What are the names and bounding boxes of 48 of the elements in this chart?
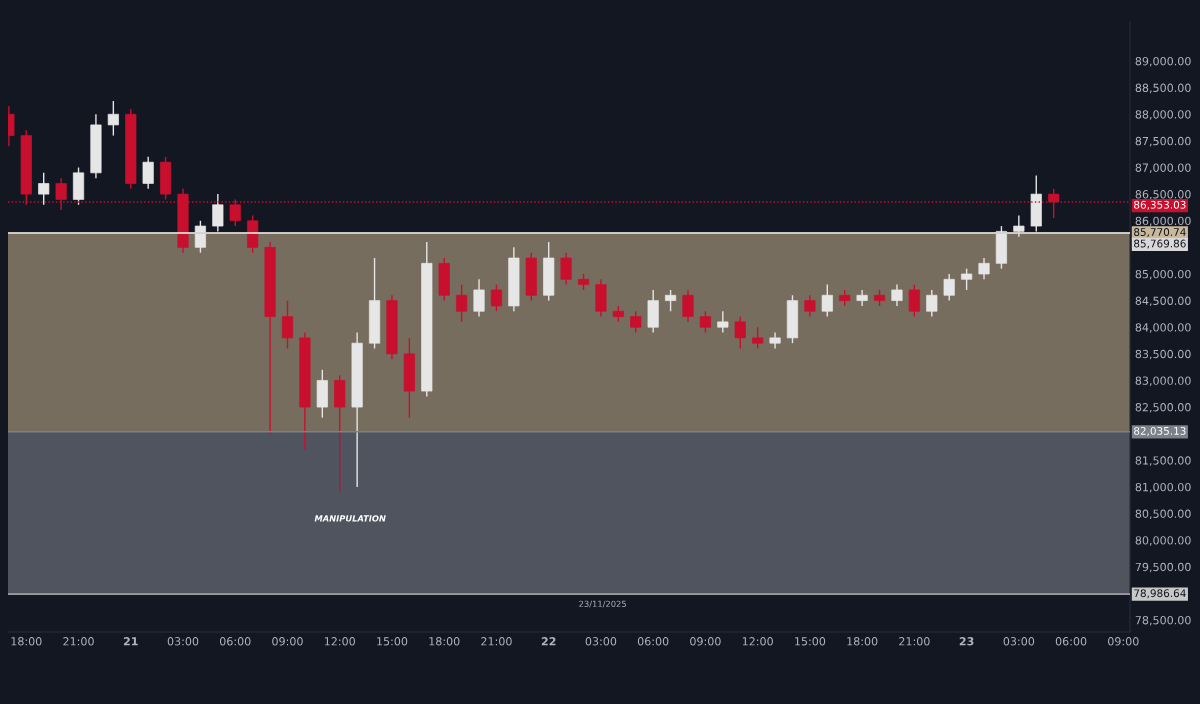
x-tick-label: 03:00 xyxy=(1003,637,1035,646)
x-tick-label: 18:00 xyxy=(11,637,42,646)
ref-line-label: 86,353.03 xyxy=(1134,200,1186,210)
x-tick-label: 12:00 xyxy=(742,637,773,646)
x-tick-label: 21 xyxy=(123,637,138,646)
x-tick-label: 18:00 xyxy=(847,637,878,646)
ref-line-label: 82,035.13 xyxy=(1134,426,1186,436)
x-tick-label: 15:00 xyxy=(795,637,826,646)
y-tick-label: 86,500.00 xyxy=(1135,190,1191,200)
x-tick-label: 03:00 xyxy=(585,637,617,646)
ref-line-label: 78,986.64 xyxy=(1134,589,1186,599)
y-tick-label: 79,500.00 xyxy=(1135,562,1191,573)
x-tick-label: 09:00 xyxy=(1108,637,1139,646)
annotation: MANIPULATION xyxy=(314,515,386,522)
y-tick-label: 81,000.00 xyxy=(1135,482,1191,493)
x-tick-label: 12:00 xyxy=(324,637,355,646)
y-tick-label: 87,000.00 xyxy=(1135,163,1191,174)
y-tick-label: 86,000.00 xyxy=(1135,216,1191,227)
y-tick-label: 81,500.00 xyxy=(1135,456,1191,466)
y-tick-label: 83,500.00 xyxy=(1135,349,1191,360)
y-tick-label: 83,000.00 xyxy=(1135,376,1191,386)
x-tick-label: 15:00 xyxy=(377,637,408,646)
y-tick-label: 82,500.00 xyxy=(1135,403,1191,413)
x-tick-label: 21:00 xyxy=(899,637,930,646)
y-tick-label: 85,000.00 xyxy=(1135,269,1191,280)
y-tick-label: 87,500.00 xyxy=(1135,136,1191,147)
y-tick-label: 80,500.00 xyxy=(1135,509,1191,520)
x-tick-label: 06:00 xyxy=(219,637,251,646)
y-tick-label: 78,500.00 xyxy=(1135,616,1191,626)
x-tick-label: 06:00 xyxy=(637,637,669,646)
x-tick-label: 22 xyxy=(541,637,556,646)
y-tick-label: 84,000.00 xyxy=(1135,323,1191,333)
y-tick-label: 88,000.00 xyxy=(1135,110,1191,120)
annotation: 23/11/2025 xyxy=(579,600,626,608)
x-tick-label: 23 xyxy=(959,637,974,646)
ref-line-label: 85,769.86 xyxy=(1134,239,1186,249)
x-tick-label: 09:00 xyxy=(272,637,303,646)
y-tick-label: 84,500.00 xyxy=(1135,296,1191,307)
y-tick-label: 89,000.00 xyxy=(1135,57,1191,67)
y-tick-label: 88,500.00 xyxy=(1135,83,1191,94)
x-tick-label: 18:00 xyxy=(429,637,460,646)
x-tick-label: 21:00 xyxy=(63,637,94,646)
x-tick-label: 03:00 xyxy=(167,637,199,646)
y-tick-label: 80,000.00 xyxy=(1135,536,1191,546)
x-tick-label: 21:00 xyxy=(481,637,512,646)
ref-line-label: 85,770.74 xyxy=(1134,228,1186,238)
x-tick-label: 06:00 xyxy=(1055,637,1087,646)
x-tick-label: 09:00 xyxy=(690,637,721,646)
